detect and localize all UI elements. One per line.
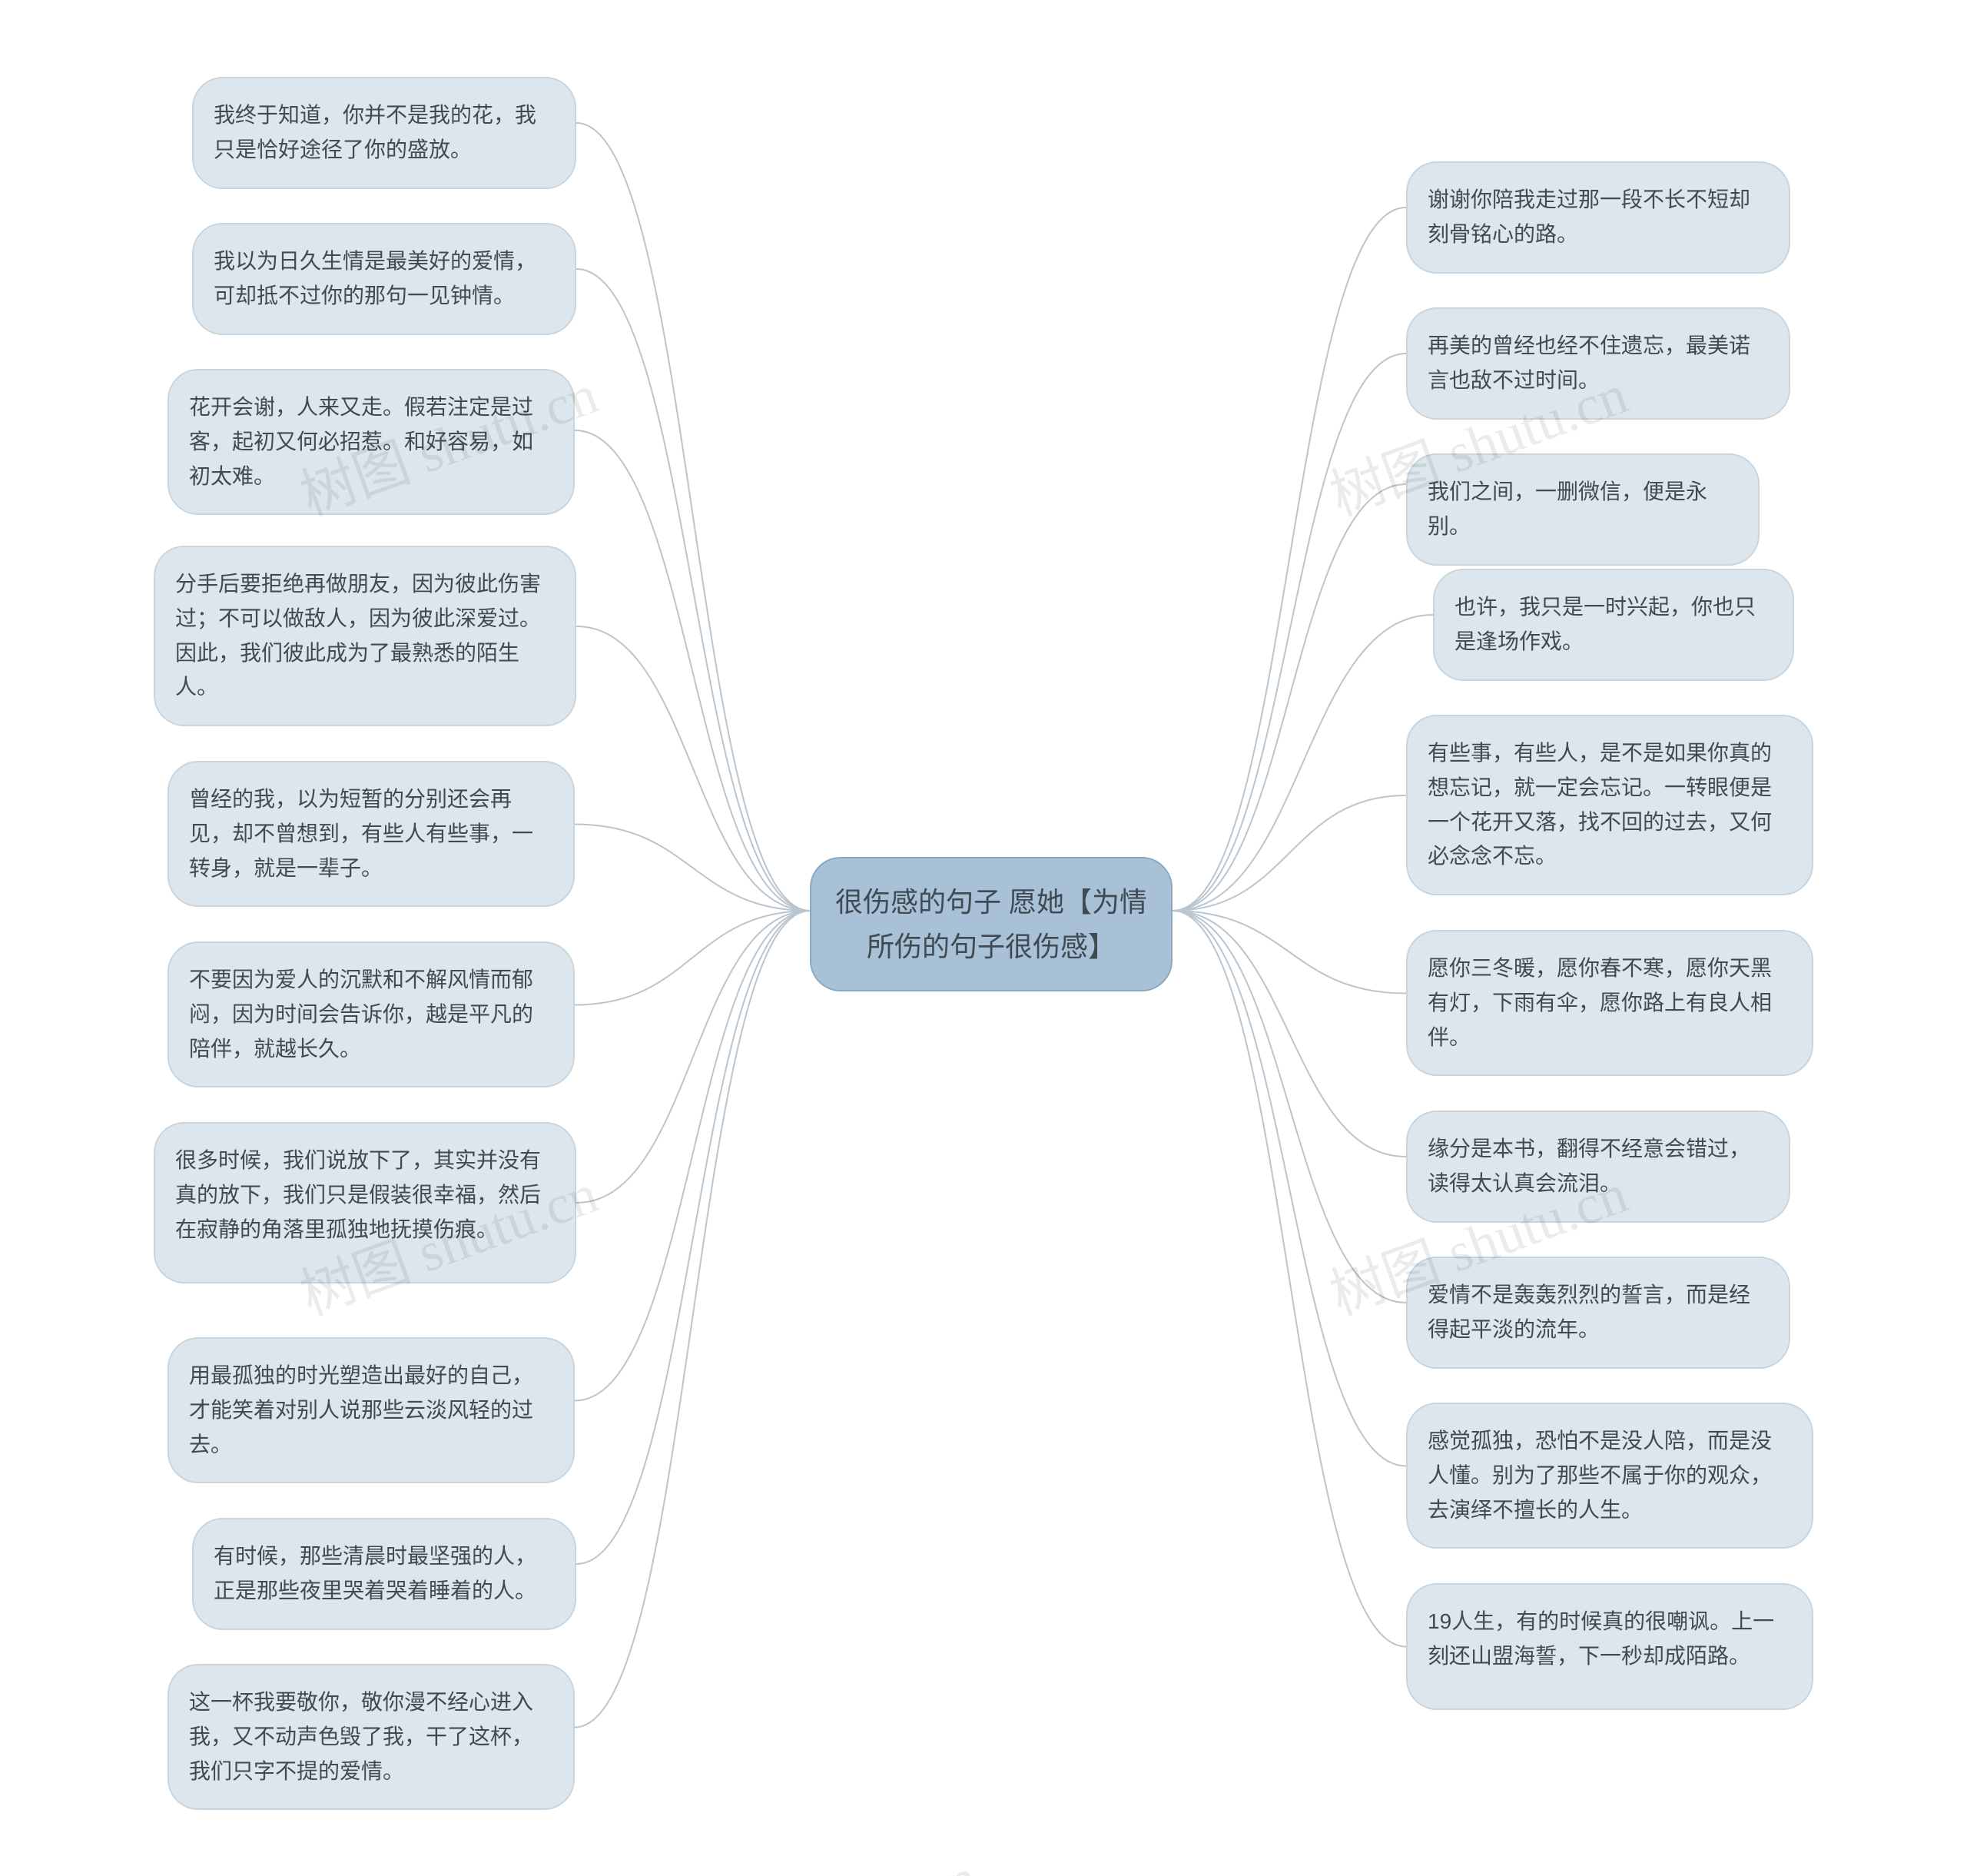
left-node-4: 曾经的我，以为短暂的分别还会再见，却不曾想到，有些人有些事，一转身，就是一辈子。 [168, 761, 575, 907]
edge [576, 269, 810, 911]
right-node-6: 缘分是本书，翻得不经意会错过，读得太认真会流泪。 [1406, 1111, 1790, 1223]
edge [1173, 484, 1406, 911]
right-node-4: 有些事，有些人，是不是如果你真的想忘记，就一定会忘记。一转眼便是一个花开又落，找… [1406, 715, 1813, 895]
right-node-9: 19人生，有的时候真的很嘲讽。上一刻还山盟海誓，下一秒却成陌路。 [1406, 1583, 1813, 1710]
right-node-8: 感觉孤独，恐怕不是没人陪，而是没人懂。别为了那些不属于你的观众，去演绎不擅长的人… [1406, 1403, 1813, 1549]
edge [1173, 911, 1406, 1466]
right-node-5: 愿你三冬暖，愿你春不寒，愿你天黑有灯，下雨有伞，愿你路上有良人相伴。 [1406, 930, 1813, 1076]
edge [575, 911, 810, 1728]
right-node-0: 谢谢你陪我走过那一段不长不短却刻骨铭心的路。 [1406, 161, 1790, 274]
right-node-2: 我们之间，一删微信，便是永别。 [1406, 453, 1760, 566]
edge [1173, 911, 1406, 1157]
edge [1173, 911, 1406, 1647]
edge [575, 825, 810, 911]
left-node-7: 用最孤独的时光塑造出最好的自己，才能笑着对别人说那些云淡风轻的过去。 [168, 1337, 575, 1483]
edge [1173, 615, 1433, 911]
left-node-2: 花开会谢，人来又走。假若注定是过客，起初又何必招惹。和好容易，如初太难。 [168, 369, 575, 515]
left-node-8: 有时候，那些清晨时最坚强的人，正是那些夜里哭着哭着睡着的人。 [192, 1518, 576, 1630]
watermark-4: u.cn [875, 1846, 985, 1876]
left-node-3: 分手后要拒绝再做朋友，因为彼此伤害过；不可以做敌人，因为彼此深爱过。因此，我们彼… [154, 546, 576, 726]
edge [575, 911, 810, 1005]
edge [575, 430, 810, 911]
left-node-0: 我终于知道，你并不是我的花，我只是恰好途径了你的盛放。 [192, 77, 576, 189]
right-node-3: 也许，我只是一时兴起，你也只是逢场作戏。 [1433, 569, 1794, 681]
mindmap-canvas: 很伤感的句子 愿她【为情所伤的句子很伤感】 我终于知道，你并不是我的花，我只是恰好… [0, 0, 1967, 1876]
edge [576, 123, 810, 911]
left-node-5: 不要因为爱人的沉默和不解风情而郁闷，因为时间会告诉你，越是平凡的陪伴，就越长久。 [168, 941, 575, 1087]
left-node-1: 我以为日久生情是最美好的爱情，可却抵不过你的那句一见钟情。 [192, 223, 576, 335]
right-node-1: 再美的曾经也经不住遗忘，最美诺言也敌不过时间。 [1406, 307, 1790, 420]
edge [576, 626, 810, 911]
edge [1173, 354, 1406, 911]
center-node: 很伤感的句子 愿她【为情所伤的句子很伤感】 [810, 857, 1173, 991]
edge [575, 911, 810, 1401]
edge [1173, 911, 1406, 1303]
left-node-6: 很多时候，我们说放下了，其实并没有真的放下，我们只是假装很幸福，然后在寂静的角落… [154, 1122, 576, 1283]
right-node-7: 爱情不是轰轰烈烈的誓言，而是经得起平淡的流年。 [1406, 1257, 1790, 1369]
edge [1173, 911, 1406, 994]
edge [576, 911, 810, 1564]
edge [1173, 795, 1406, 911]
edge [576, 911, 810, 1203]
edge [1173, 208, 1406, 911]
left-node-9: 这一杯我要敬你，敬你漫不经心进入我，又不动声色毁了我，干了这杯，我们只字不提的爱… [168, 1664, 575, 1810]
